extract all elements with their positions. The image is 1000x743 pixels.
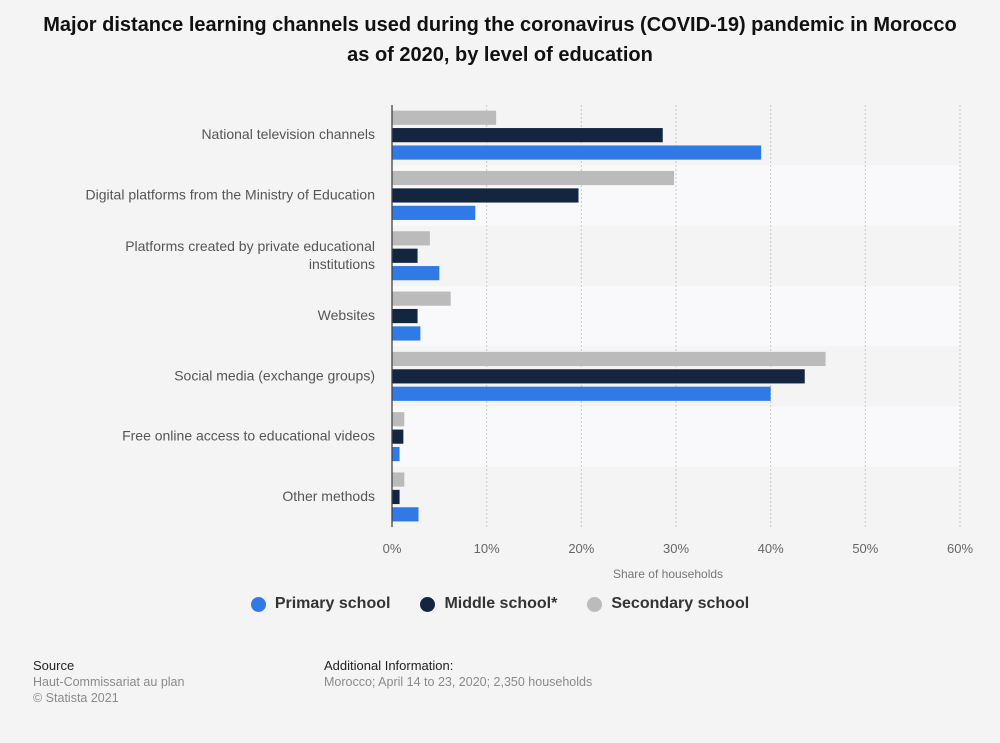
bar-chart: 0% 10% 20% 30% 40% 50% 60% Share of households N…	[86, 105, 973, 581]
bar-primary-school	[392, 446, 400, 462]
bar-primary-school	[392, 386, 771, 401]
legend-label-secondary: Secondary school	[611, 595, 750, 612]
category-label: Other methods	[282, 488, 375, 504]
legend-label-primary: Primary school	[274, 595, 391, 612]
bar-primary-school	[392, 205, 476, 220]
additional-info-heading: Additional Information:	[324, 658, 454, 673]
legend-label-middle: Middle school*	[444, 595, 558, 612]
bar-middle-school	[392, 248, 418, 263]
bar-middle-school	[392, 188, 579, 203]
category-label: Platforms created by private educational…	[125, 238, 375, 272]
category-label: Social media (exchange groups)	[174, 367, 375, 383]
bar-secondary-school	[392, 231, 430, 246]
bar-primary-school	[392, 145, 762, 160]
x-tick-label: 10%	[474, 541, 500, 556]
legend-dot-primary	[250, 596, 266, 612]
additional-info-text: Morocco; April 14 to 23, 2020; 2,350 hou…	[324, 675, 593, 689]
x-tick-label: 30%	[663, 541, 689, 556]
bar-middle-school	[392, 429, 404, 444]
x-tick-label: 0%	[383, 541, 402, 556]
bar-primary-school	[392, 326, 421, 341]
source-heading: Source	[33, 658, 75, 673]
bar-middle-school	[392, 489, 400, 505]
row-band	[392, 285, 960, 347]
legend-item-middle[interactable]: Middle school*	[420, 595, 557, 613]
additional-info-block: Additional Information: Morocco; April 1…	[324, 658, 592, 690]
x-tick-label: 60%	[947, 541, 973, 556]
bar-secondary-school	[392, 351, 826, 367]
x-tick-label: 20%	[568, 541, 594, 556]
bar-secondary-school	[392, 472, 405, 487]
bar-middle-school	[392, 308, 418, 324]
category-label: Websites	[318, 307, 375, 323]
bar-secondary-school	[392, 291, 451, 306]
bar-primary-school	[392, 266, 440, 281]
x-tick-label: 40%	[758, 541, 784, 556]
bar-secondary-school	[392, 170, 675, 186]
bar-secondary-school	[392, 110, 497, 125]
bar-secondary-school	[392, 412, 405, 427]
legend-item-secondary[interactable]: Secondary school	[587, 595, 749, 613]
category-label: National television channels	[201, 126, 375, 142]
bar-middle-school	[392, 369, 805, 384]
x-tick-label: 50%	[852, 541, 878, 556]
copyright-text: © Statista 2021	[33, 691, 119, 705]
legend-dot-middle	[420, 596, 436, 612]
legend-item-primary[interactable]: Primary school	[250, 595, 391, 613]
chart-title: Major distance learning channels used du…	[43, 14, 957, 66]
legend-dot-secondary	[587, 596, 603, 612]
category-label: Free online access to educational videos	[122, 428, 375, 444]
category-label: Digital platforms from the Ministry of E…	[86, 186, 375, 202]
legend: Primary school Middle school* Secondary …	[0, 595, 1000, 613]
source-block: Source Haut-Commissariat au plan © Stati…	[33, 658, 184, 706]
bar-primary-school	[392, 507, 419, 522]
x-axis-label: Share of households	[613, 567, 723, 581]
bar-middle-school	[392, 128, 663, 143]
source-text[interactable]: Haut-Commissariat au plan	[33, 675, 185, 689]
row-band	[392, 406, 960, 467]
